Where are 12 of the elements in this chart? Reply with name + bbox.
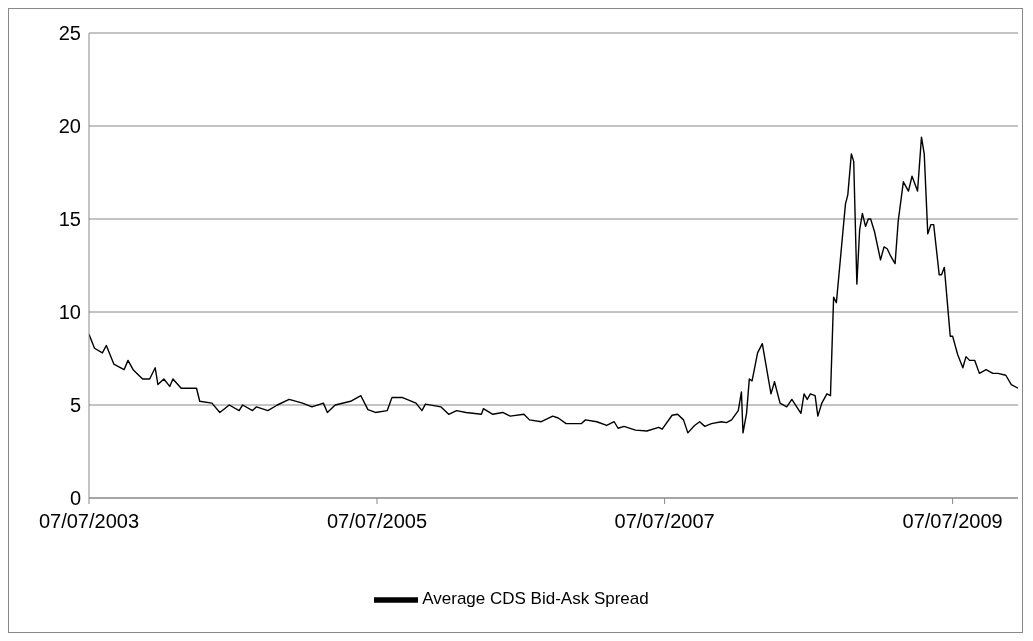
line-series (89, 136, 1018, 434)
legend-label: Average CDS Bid-Ask Spread (422, 589, 649, 609)
y-tick-label: 15 (58, 208, 81, 231)
x-tick-label: 07/07/2003 (38, 510, 140, 533)
y-tick-label: 5 (69, 394, 81, 417)
x-tick-label: 07/07/2009 (902, 510, 1003, 533)
y-tick-label: 10 (58, 301, 81, 324)
y-tick-label: 20 (58, 115, 81, 138)
y-tick-label: 25 (58, 22, 81, 45)
x-tick-label: 07/07/2005 (326, 510, 428, 533)
y-tick-label: 0 (69, 487, 81, 510)
x-tick-label: 07/07/2007 (614, 510, 715, 533)
